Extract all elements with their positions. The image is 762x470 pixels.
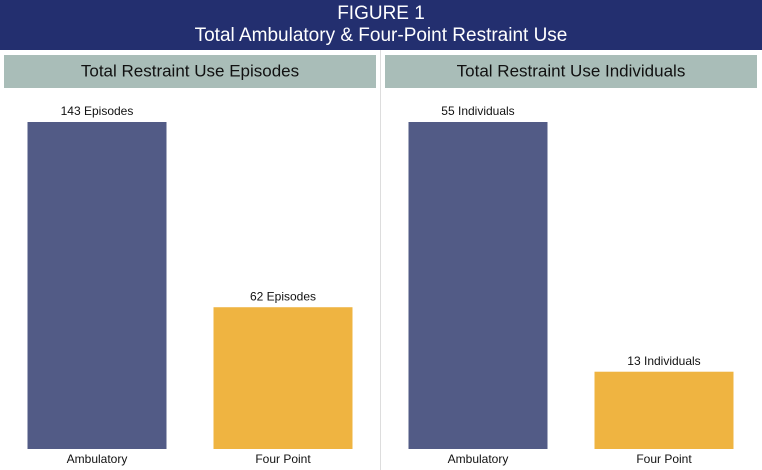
bar: [213, 307, 353, 449]
panel-title-bg: [385, 55, 757, 88]
value-label: 143 Episodes: [61, 104, 134, 118]
panel-title: Total Restraint Use Individuals: [457, 61, 686, 80]
x-tick-label: Four Point: [255, 452, 311, 466]
figure-header: [0, 0, 762, 50]
figure-title: Total Ambulatory & Four-Point Restraint …: [195, 25, 568, 46]
x-tick-label: Four Point: [636, 452, 692, 466]
figure-label: FIGURE 1: [337, 3, 425, 24]
x-tick-label: Ambulatory: [67, 452, 128, 466]
bar: [594, 371, 734, 449]
x-tick-label: Ambulatory: [448, 452, 509, 466]
value-label: 62 Episodes: [250, 289, 316, 303]
bar: [408, 122, 548, 449]
panel-title: Total Restraint Use Episodes: [81, 61, 299, 80]
value-label: 55 Individuals: [441, 104, 514, 118]
bar: [27, 122, 167, 449]
panel-title-bg: [4, 55, 376, 88]
value-label: 13 Individuals: [627, 354, 700, 368]
